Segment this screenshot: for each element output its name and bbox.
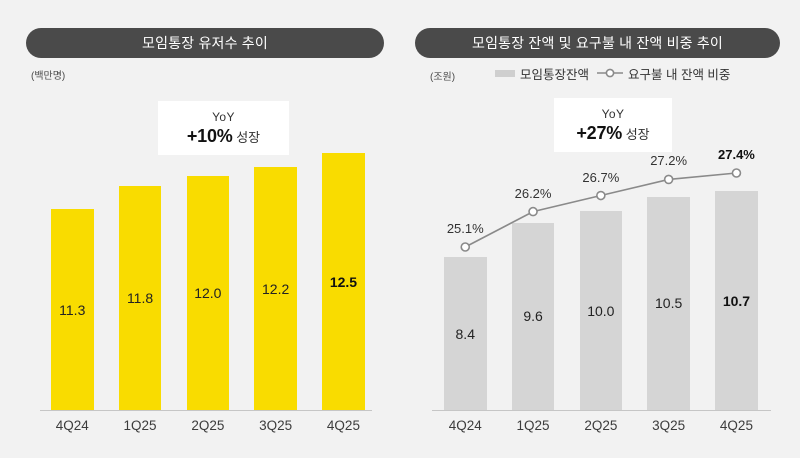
yoy-badge-users: YoY +10% 성장 (158, 101, 289, 155)
x-tick-label: 3Q25 (652, 418, 686, 433)
yoy-badge-balance: YoY +27% 성장 (554, 98, 672, 152)
bar-value-label: 12.5 (329, 273, 358, 290)
x-tick-label: 2Q25 (191, 418, 225, 433)
line-value-label: 26.7% (582, 169, 620, 185)
yoy-suffix-balance: 성장 (625, 127, 650, 142)
chart-title-balance: 모임통장 잔액 및 요구불 내 잔액 비중 추이 (415, 28, 780, 58)
bar-value-label: 10.0 (587, 302, 615, 319)
x-axis-line (40, 410, 372, 411)
legend-label-ratio: 요구불 내 잔액 비중 (628, 67, 731, 82)
bar-4Q25 (322, 153, 365, 410)
x-tick-label: 3Q25 (259, 418, 293, 433)
line-value-label: 27.2% (650, 153, 688, 169)
legend-label-balance: 모임통장잔액 (520, 67, 590, 82)
x-tick-label: 4Q25 (719, 418, 753, 433)
unit-label-users: (백만명) (31, 71, 66, 82)
bar-value-label: 8.4 (455, 325, 475, 342)
x-tick-label: 1Q25 (516, 418, 550, 433)
yoy-suffix-users: 성장 (236, 130, 261, 145)
legend-item-ratio: 요구불 내 잔액 비중 (597, 64, 730, 83)
bar-value-label: 11.8 (126, 289, 154, 306)
bar-3Q25 (254, 167, 297, 410)
bar-1Q25 (511, 222, 555, 410)
bar-value-label: 10.5 (655, 295, 683, 312)
bar-2Q25 (186, 176, 230, 410)
legend-item-balance: 모임통장잔액 (495, 64, 589, 83)
bar-value-label: 11.3 (59, 301, 86, 318)
bar-value-label: 12.2 (262, 280, 290, 297)
x-tick-label: 4Q25 (326, 418, 360, 433)
bar-value-label: 12.0 (194, 285, 222, 302)
x-tick-label: 4Q24 (448, 418, 482, 433)
x-tick-label: 1Q25 (123, 418, 157, 433)
x-tick-label: 4Q24 (55, 418, 89, 433)
legend: 모임통장잔액 요구불 내 잔액 비중 (495, 64, 730, 83)
line-value-label: 27.4% (718, 147, 755, 162)
line-value-label: 26.2% (514, 185, 552, 201)
bar-value-label: 10.7 (722, 292, 751, 309)
chart-title-users: 모임통장 유저수 추이 (26, 28, 384, 58)
yoy-value-users: +10% (186, 126, 233, 146)
yoy-growth-users: +10% 성장 (158, 126, 289, 147)
yoy-label-users: YoY (212, 110, 235, 124)
x-axis-line (432, 410, 771, 411)
unit-label-balance: (조원) (430, 72, 456, 83)
x-tick-label: 2Q25 (584, 418, 618, 433)
bar-4Q24 (444, 257, 487, 410)
yoy-label-balance: YoY (601, 107, 625, 121)
bar-legend-swatch (495, 69, 515, 77)
bar-value-label: 9.6 (523, 308, 543, 325)
line-legend-icon (597, 68, 624, 78)
yoy-growth-balance: +27% 성장 (554, 123, 672, 144)
yoy-value-balance: +27% (576, 123, 623, 143)
bar-4Q24 (51, 209, 94, 410)
bar-1Q25 (118, 185, 162, 410)
line-value-label: 25.1% (446, 221, 484, 236)
